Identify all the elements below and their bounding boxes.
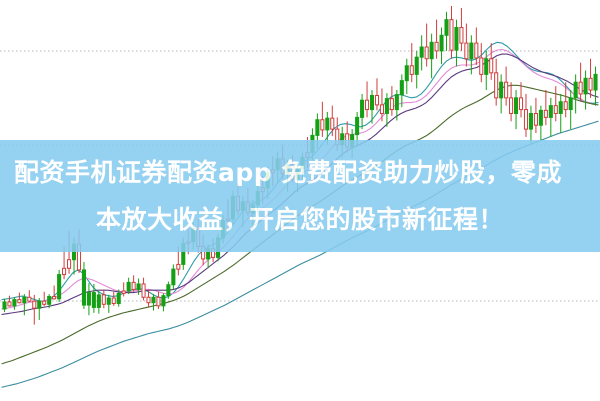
promo-line-1: 配资手机证券配资app 免费配资助力炒股，零成 [14, 158, 562, 187]
promo-line-2: 本放大收益，开启您的股市新征程！ [95, 205, 504, 234]
promo-banner: 配资手机证券配资app 免费配资助力炒股，零成 本放大收益，开启您的股市新征程！ [0, 140, 600, 252]
